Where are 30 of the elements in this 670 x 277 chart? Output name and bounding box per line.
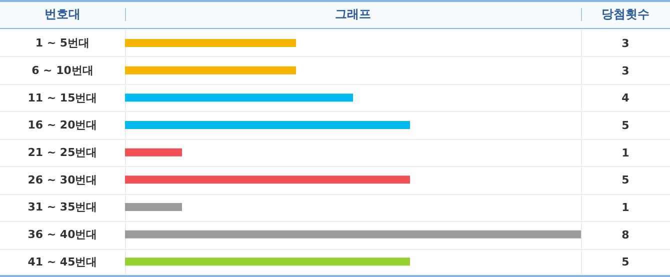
x-axis-title: 그래프 xyxy=(334,6,372,23)
data-label: 1 xyxy=(622,201,630,214)
bar xyxy=(125,94,353,102)
bar xyxy=(125,203,182,211)
bar xyxy=(125,39,296,47)
data-label: 8 xyxy=(622,228,630,242)
bar xyxy=(125,121,410,129)
y-tick-label: 21 ~ 25번대 xyxy=(28,146,98,159)
data-label: 5 xyxy=(622,174,630,187)
data-label: 1 xyxy=(622,146,630,160)
y-tick-label: 16 ~ 20번대 xyxy=(28,118,98,132)
y-tick-label: 41 ~ 45번대 xyxy=(28,255,98,268)
bar xyxy=(125,66,296,74)
y-tick-label: 11 ~ 15번대 xyxy=(28,91,98,104)
y-tick-label: 26 ~ 30번대 xyxy=(28,173,98,186)
bar xyxy=(125,148,182,156)
data-label: 4 xyxy=(622,92,630,105)
y-axis-title: 번호대 xyxy=(44,6,82,23)
y2-axis-title: 당첨횟수 xyxy=(600,6,650,23)
data-label: 3 xyxy=(622,64,630,78)
bar xyxy=(125,176,410,184)
bar xyxy=(125,258,410,266)
y-tick-label: 31 ~ 35번대 xyxy=(28,200,98,214)
data-label: 5 xyxy=(622,119,630,132)
data-label: 3 xyxy=(622,37,630,50)
bar xyxy=(125,230,581,238)
y-tick-label: 6 ~ 10번대 xyxy=(32,64,94,77)
y-tick-label: 36 ~ 40번대 xyxy=(28,228,98,241)
y-tick-label: 1 ~ 5번대 xyxy=(35,36,90,50)
data-label: 5 xyxy=(622,256,630,269)
